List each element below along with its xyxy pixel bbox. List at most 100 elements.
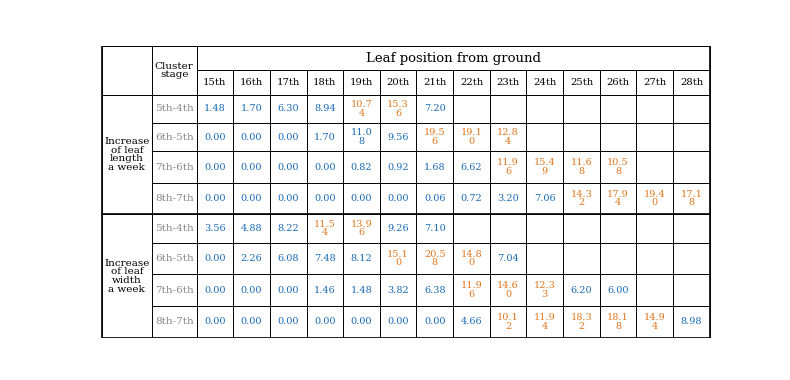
Text: 3.56: 3.56 (204, 224, 226, 233)
Text: 0.00: 0.00 (277, 317, 299, 326)
Bar (673, 243, 709, 274)
Bar (343, 214, 380, 243)
Text: 18th: 18th (313, 78, 337, 87)
Text: 15.1
0: 15.1 0 (387, 250, 409, 268)
Text: 10.1
2: 10.1 2 (497, 313, 519, 331)
Text: 0.06: 0.06 (424, 194, 446, 203)
Text: 18.3
2: 18.3 2 (570, 313, 592, 331)
Text: 0.00: 0.00 (277, 286, 299, 294)
Text: 11.9
6: 11.9 6 (461, 281, 483, 299)
Bar (343, 243, 380, 274)
Text: 0.00: 0.00 (204, 317, 226, 326)
Bar (152, 183, 197, 214)
Text: 6.00: 6.00 (608, 286, 629, 294)
Bar (233, 306, 270, 337)
Text: 6.38: 6.38 (424, 286, 446, 294)
Bar (637, 70, 673, 95)
Bar (600, 151, 637, 183)
Bar (307, 123, 343, 151)
Text: Increase
of leaf
length
a week: Increase of leaf length a week (104, 137, 149, 172)
Bar (490, 274, 526, 306)
Text: 17th: 17th (276, 78, 300, 87)
Text: 7.10: 7.10 (424, 224, 446, 233)
Bar (673, 95, 709, 123)
Bar (416, 274, 453, 306)
Text: 5th-4th: 5th-4th (155, 224, 194, 233)
Bar (197, 306, 233, 337)
Bar (637, 243, 673, 274)
Text: 0.00: 0.00 (387, 317, 409, 326)
Bar (197, 183, 233, 214)
Text: 1.70: 1.70 (314, 133, 336, 142)
Text: 6.62: 6.62 (461, 163, 482, 171)
Bar (673, 123, 709, 151)
Bar (563, 306, 600, 337)
Bar (307, 243, 343, 274)
Bar (380, 70, 416, 95)
Bar (453, 274, 490, 306)
Bar (453, 123, 490, 151)
Text: 0.00: 0.00 (387, 194, 409, 203)
Text: 11.0
8: 11.0 8 (351, 128, 372, 146)
Bar (380, 243, 416, 274)
Text: 1.68: 1.68 (424, 163, 446, 171)
Text: 12.8
4: 12.8 4 (497, 128, 519, 146)
Text: 4.88: 4.88 (241, 224, 262, 233)
Bar (307, 151, 343, 183)
Bar (673, 70, 709, 95)
Bar (600, 274, 637, 306)
Bar (307, 214, 343, 243)
Bar (526, 95, 563, 123)
Text: 8.12: 8.12 (351, 254, 372, 263)
Text: 0.00: 0.00 (314, 317, 336, 326)
Bar (380, 95, 416, 123)
Bar (152, 243, 197, 274)
Bar (197, 123, 233, 151)
Text: 3.20: 3.20 (497, 194, 519, 203)
Text: 14.8
0: 14.8 0 (461, 250, 483, 268)
Bar (270, 183, 307, 214)
Text: 11.9
6: 11.9 6 (497, 158, 519, 176)
Bar (637, 214, 673, 243)
Bar (453, 95, 490, 123)
Bar (152, 95, 197, 123)
Bar (416, 70, 453, 95)
Text: 28th: 28th (680, 78, 703, 87)
Bar (600, 95, 637, 123)
Text: 17.9
4: 17.9 4 (608, 190, 629, 207)
Text: 6th-5th: 6th-5th (155, 254, 194, 263)
Bar (490, 151, 526, 183)
Text: 16th: 16th (240, 78, 263, 87)
Bar (600, 70, 637, 95)
Text: 10.7
4: 10.7 4 (351, 100, 372, 117)
Bar (673, 183, 709, 214)
Bar (197, 151, 233, 183)
Text: 9.26: 9.26 (387, 224, 409, 233)
Text: 0.00: 0.00 (241, 133, 262, 142)
Bar (416, 183, 453, 214)
Bar (197, 46, 709, 70)
Text: 0.00: 0.00 (314, 194, 336, 203)
Text: 0.72: 0.72 (461, 194, 483, 203)
Text: Cluster
stage: Cluster stage (155, 62, 194, 79)
Bar (233, 95, 270, 123)
Bar (152, 274, 197, 306)
Bar (233, 214, 270, 243)
Bar (343, 95, 380, 123)
Bar (416, 151, 453, 183)
Bar (307, 95, 343, 123)
Text: 3.82: 3.82 (387, 286, 409, 294)
Bar (637, 123, 673, 151)
Text: 0.82: 0.82 (351, 163, 372, 171)
Bar (380, 183, 416, 214)
Text: 19.4
0: 19.4 0 (644, 190, 666, 207)
Bar (233, 274, 270, 306)
Bar (563, 183, 600, 214)
Text: 4.66: 4.66 (461, 317, 482, 326)
Text: 0.00: 0.00 (351, 194, 372, 203)
Text: 19th: 19th (350, 78, 373, 87)
Bar (380, 306, 416, 337)
Text: 24th: 24th (533, 78, 556, 87)
Bar (673, 274, 709, 306)
Bar (490, 123, 526, 151)
